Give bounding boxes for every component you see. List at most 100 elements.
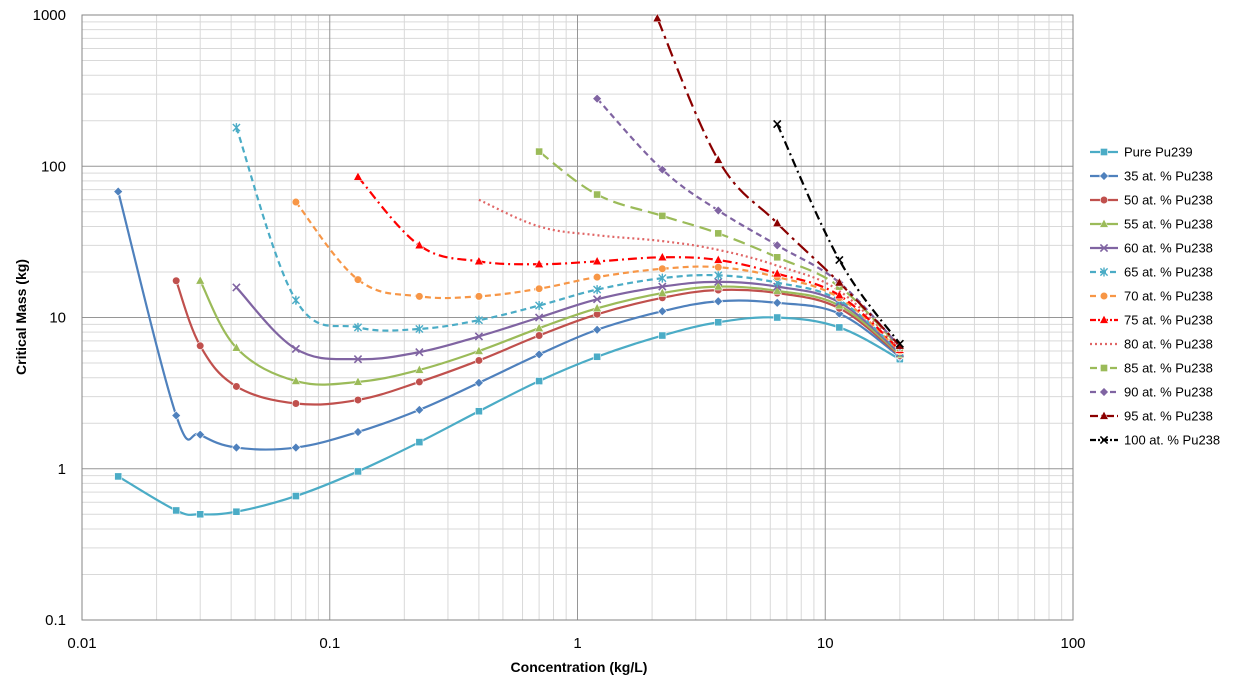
data-point-marker: [233, 123, 240, 132]
legend-swatch-marker: [1100, 364, 1107, 371]
legend-label: 70 at. % Pu238: [1124, 289, 1213, 304]
x-tick-label: 1: [573, 635, 581, 652]
x-tick-label: 0.01: [67, 635, 96, 652]
data-point-marker: [353, 427, 362, 436]
legend-label: 50 at. % Pu238: [1124, 193, 1213, 208]
legend-item: 50 at. % Pu238: [1090, 193, 1213, 208]
data-point-marker: [535, 285, 543, 293]
legend-item: 65 at. % Pu238: [1090, 265, 1213, 280]
legend-label: 100 at. % Pu238: [1124, 433, 1220, 448]
legend-label: 35 at. % Pu238: [1124, 169, 1213, 184]
data-point-marker: [416, 293, 424, 301]
series-layer: [114, 14, 905, 518]
legend-item: 85 at. % Pu238: [1090, 361, 1213, 376]
legend-swatch-marker: [1100, 148, 1107, 155]
data-point-marker: [714, 255, 723, 263]
x-axis-title: Concentration (kg/L): [511, 659, 648, 675]
legend-swatch-marker: [1100, 292, 1108, 300]
legend-item: 60 at. % Pu238: [1090, 241, 1213, 256]
legend-label: 90 at. % Pu238: [1124, 385, 1213, 400]
legend: Pure Pu239 35 at. % Pu238 50 at. % Pu238 55…: [1090, 145, 1220, 448]
data-point-marker: [475, 408, 482, 415]
data-point-marker: [416, 378, 424, 386]
y-axis-title: Critical Mass (kg): [13, 259, 29, 375]
series-3: [172, 277, 903, 407]
data-point-marker: [173, 507, 180, 514]
data-point-marker: [715, 319, 722, 326]
legend-label: 85 at. % Pu238: [1124, 361, 1213, 376]
data-point-marker: [535, 332, 543, 340]
series-line: [176, 281, 900, 405]
legend-item: 100 at. % Pu238: [1090, 433, 1220, 448]
x-tick-label: 10: [817, 635, 834, 652]
y-axis-tick-labels: 0.11101001000: [33, 7, 66, 629]
data-point-marker: [774, 314, 781, 321]
data-point-marker: [475, 293, 483, 301]
data-point-marker: [536, 148, 543, 155]
data-point-marker: [292, 492, 299, 499]
data-point-marker: [714, 155, 723, 163]
data-point-marker: [536, 377, 543, 384]
data-point-marker: [354, 396, 362, 404]
series-5: [233, 278, 904, 363]
legend-label: 75 at. % Pu238: [1124, 313, 1213, 328]
data-point-marker: [474, 378, 483, 387]
data-point-marker: [773, 241, 782, 250]
data-point-marker: [659, 265, 667, 273]
legend-swatch-marker: [1100, 196, 1108, 204]
legend-label: 55 at. % Pu238: [1124, 217, 1213, 232]
y-tick-label: 1000: [33, 7, 66, 24]
y-tick-label: 1: [58, 461, 66, 478]
data-point-marker: [594, 353, 601, 360]
x-tick-label: 0.1: [319, 635, 340, 652]
data-point-marker: [292, 296, 299, 305]
legend-label: 60 at. % Pu238: [1124, 241, 1213, 256]
data-point-marker: [475, 257, 484, 265]
legend-label: Pure Pu239: [1124, 145, 1193, 160]
legend-label: 65 at. % Pu238: [1124, 265, 1213, 280]
data-point-marker: [715, 230, 722, 237]
data-point-marker: [593, 325, 602, 334]
data-point-marker: [196, 276, 205, 284]
data-point-marker: [197, 511, 204, 518]
series-6: [233, 123, 904, 357]
data-point-marker: [415, 241, 424, 249]
data-point-marker: [114, 187, 123, 196]
data-point-marker: [196, 342, 204, 350]
data-point-marker: [836, 256, 843, 263]
data-point-marker: [475, 357, 483, 365]
data-point-marker: [659, 212, 666, 219]
series-line: [118, 192, 900, 450]
data-point-marker: [292, 400, 300, 408]
legend-item: 95 at. % Pu238: [1090, 409, 1213, 424]
data-point-marker: [354, 468, 361, 475]
series-11: [593, 94, 905, 351]
legend-item: Pure Pu239: [1090, 145, 1193, 160]
data-point-marker: [233, 508, 240, 515]
legend-item: 70 at. % Pu238: [1090, 289, 1213, 304]
legend-swatch-marker: [1100, 388, 1109, 397]
data-point-marker: [593, 273, 601, 281]
data-point-marker: [658, 307, 667, 316]
y-tick-label: 10: [49, 310, 66, 327]
data-point-marker: [232, 443, 241, 452]
data-point-marker: [773, 298, 782, 307]
legend-item: 75 at. % Pu238: [1090, 313, 1213, 328]
data-point-marker: [773, 269, 782, 277]
data-point-marker: [836, 324, 843, 331]
legend-label: 80 at. % Pu238: [1124, 337, 1213, 352]
data-point-marker: [714, 263, 722, 271]
legend-label: 95 at. % Pu238: [1124, 409, 1213, 424]
data-point-marker: [354, 276, 362, 284]
data-point-marker: [594, 191, 601, 198]
data-point-marker: [172, 277, 180, 285]
data-point-marker: [233, 383, 241, 391]
legend-item: 90 at. % Pu238: [1090, 385, 1213, 400]
y-tick-label: 100: [41, 158, 66, 175]
data-point-marker: [291, 443, 300, 452]
data-point-marker: [416, 439, 423, 446]
data-point-marker: [658, 253, 667, 261]
legend-item: 35 at. % Pu238: [1090, 169, 1213, 184]
